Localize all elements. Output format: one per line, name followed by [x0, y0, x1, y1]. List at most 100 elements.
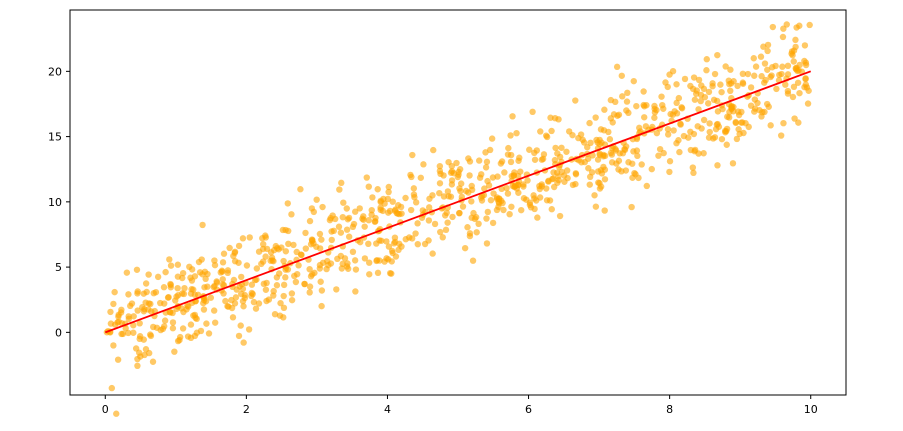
scatter-point [409, 235, 416, 242]
scatter-point [606, 136, 614, 143]
scatter-point [612, 98, 619, 106]
scatter-point [134, 362, 141, 369]
scatter-point [536, 182, 543, 190]
scatter-point [297, 186, 304, 193]
scatter-point [219, 276, 226, 283]
scatter-point [275, 246, 282, 253]
scatter-point [337, 229, 345, 236]
scatter-point [166, 256, 173, 263]
scatter-point [262, 286, 270, 293]
scatter-point [383, 238, 390, 245]
scatter-point [201, 268, 209, 275]
scatter-point [727, 87, 734, 95]
scatter-point [313, 196, 320, 203]
scatter-point [459, 203, 467, 210]
scatter-point [306, 265, 313, 273]
scatter-point [703, 67, 710, 74]
scatter-point [161, 323, 168, 330]
scatter-point [169, 319, 177, 326]
scatter-point [330, 227, 338, 235]
scatter-point [629, 174, 636, 181]
scatter-point [764, 66, 771, 73]
scatter-point [790, 58, 797, 65]
scatter-point [191, 273, 199, 280]
scatter-point [308, 205, 316, 212]
scatter-point [235, 332, 243, 340]
scatter-point [142, 346, 150, 353]
scatter-point [723, 141, 730, 148]
scatter-point [515, 157, 522, 164]
scatter-point [456, 209, 463, 217]
scatter-point [584, 143, 591, 151]
scatter-point [262, 232, 269, 239]
y-axis: 0 5 10 15 20 [48, 65, 70, 339]
scatter-point [385, 183, 392, 191]
scatter-point [565, 128, 573, 135]
scatter-point [187, 321, 195, 328]
scatter-point [691, 96, 699, 103]
scatter-point [473, 229, 480, 236]
scatter-point [469, 257, 477, 264]
scatter-point [338, 179, 345, 187]
scatter-point [302, 245, 310, 252]
scatter-point [203, 320, 210, 327]
scatter-point [246, 234, 253, 241]
scatter-point [130, 313, 137, 320]
scatter-point [205, 330, 213, 337]
y-tick-label: 5 [55, 261, 62, 274]
scatter-point [402, 194, 409, 202]
scatter-point [245, 326, 253, 333]
scatter-point [732, 119, 740, 127]
scatter-point [174, 284, 181, 292]
scatter-point [162, 268, 169, 276]
scatter-point [545, 178, 552, 185]
scatter-point [143, 288, 150, 296]
scatter-point [338, 265, 346, 272]
scatter-point [764, 47, 771, 55]
scatter-point [623, 98, 631, 105]
scatter-point [584, 155, 592, 162]
scatter-point [248, 281, 256, 288]
scatter-point [794, 79, 802, 86]
scatter-point [218, 267, 226, 274]
scatter-point [507, 158, 515, 166]
scatter-point [609, 119, 616, 126]
scatter-point [640, 88, 647, 95]
scatter-point [722, 63, 729, 70]
scatter-point [134, 307, 141, 314]
scatter-point [365, 216, 372, 224]
scatter-point [561, 178, 568, 185]
scatter-point [436, 162, 444, 170]
scatter-point [444, 219, 451, 226]
scatter-point [757, 53, 765, 60]
scatter-point [550, 183, 558, 191]
scatter-point [344, 265, 352, 272]
scatter-point [796, 61, 803, 69]
scatter-point [253, 276, 260, 283]
scatter-point [777, 132, 785, 139]
scatter-point [751, 72, 758, 79]
scatter-point [425, 217, 433, 224]
scatter-point [504, 151, 512, 158]
scatter-point [697, 97, 704, 105]
scatter-point [220, 282, 228, 289]
scatter-point [318, 236, 325, 243]
scatter-point [188, 266, 196, 273]
scatter-point [779, 63, 786, 70]
scatter-point [318, 287, 326, 294]
scatter-point [398, 210, 405, 217]
scatter-point [701, 93, 709, 101]
scatter-point [407, 206, 415, 214]
scatter-point [352, 288, 359, 295]
scatter-point [784, 62, 792, 70]
scatter-point [678, 105, 686, 112]
scatter-point [558, 168, 566, 176]
scatter-point [282, 274, 289, 281]
scatter-point [448, 177, 456, 184]
scatter-point [586, 181, 593, 188]
scatter-point [239, 285, 247, 293]
scatter-point [224, 269, 231, 277]
scatter-point [316, 230, 324, 238]
scatter-point [509, 113, 516, 120]
scatter-point [548, 127, 555, 135]
